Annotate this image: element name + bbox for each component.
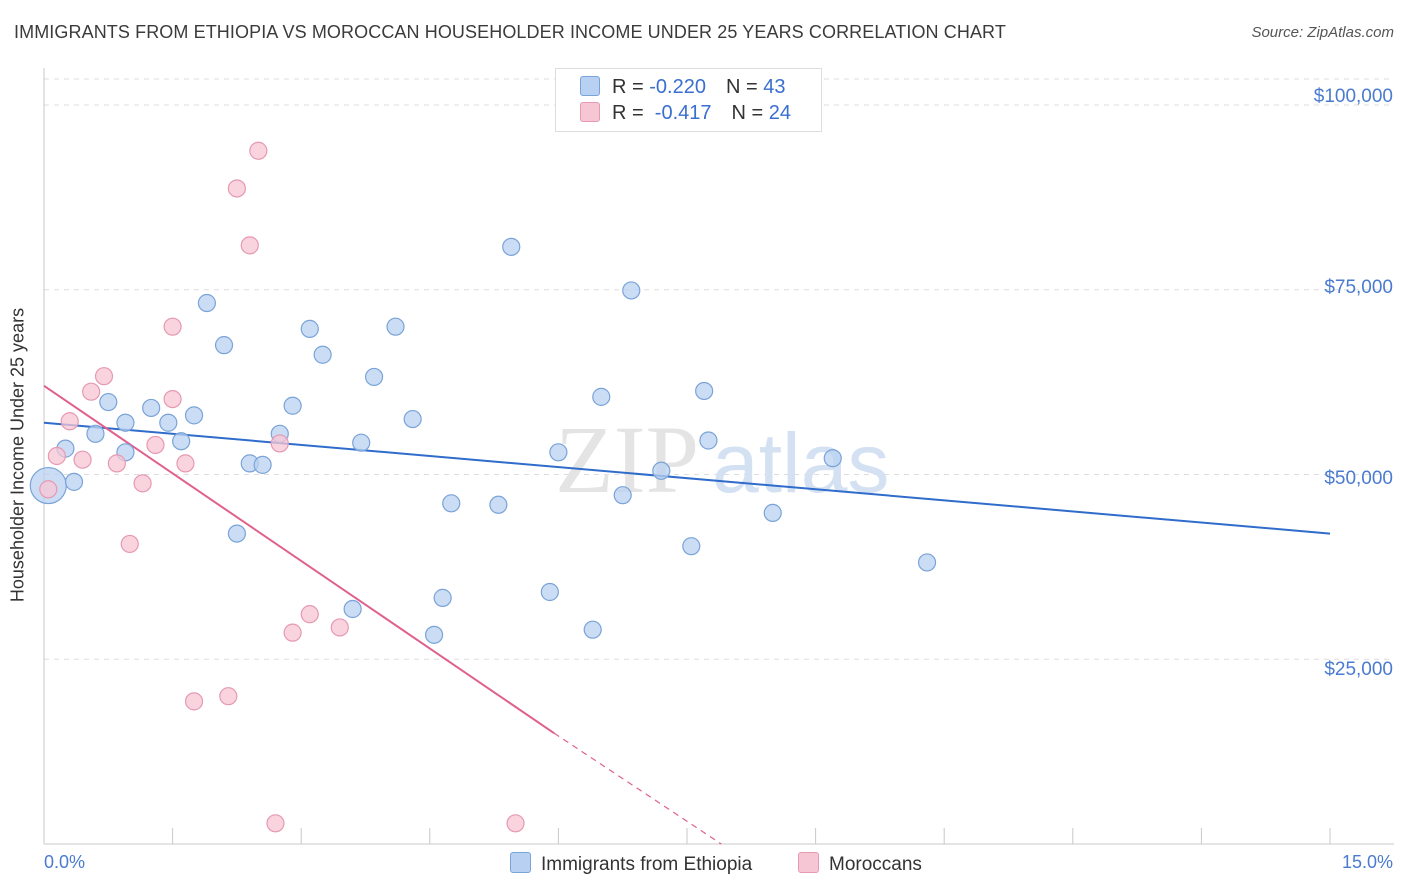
bottom-legend-label-moroccans: Moroccans bbox=[829, 854, 922, 875]
y-axis-label: Householder Income Under 25 years bbox=[7, 307, 28, 603]
bottom-legend-swatch-moroccans bbox=[798, 852, 819, 873]
y-tick-label-75000: $75,000 bbox=[1324, 277, 1393, 298]
axes bbox=[43, 68, 1394, 845]
legend-n-value: 24 bbox=[768, 102, 792, 124]
point-ethiopia bbox=[823, 449, 842, 468]
bottom-legend-moroccans: Moroccans bbox=[798, 852, 922, 876]
bottom-legend-label-ethiopia: Immigrants from Ethiopia bbox=[541, 854, 753, 875]
legend-r-label: R = bbox=[612, 76, 650, 98]
point-ethiopia bbox=[343, 599, 362, 619]
point-ethiopia bbox=[386, 317, 405, 336]
point-ethiopia bbox=[403, 409, 422, 429]
correlation-legend: R = -0.220 N = 43 R = -0.417 N = 24 bbox=[555, 68, 822, 132]
chart-title: IMMIGRANTS FROM ETHIOPIA VS MOROCCAN HOU… bbox=[14, 22, 1006, 42]
point-ethiopia bbox=[549, 443, 568, 462]
point-ethiopia bbox=[424, 625, 444, 644]
bottom-legend-ethiopia: Immigrants from Ethiopia bbox=[510, 852, 752, 876]
point-moroccans bbox=[266, 814, 285, 833]
legend-swatch-ethiopia bbox=[580, 76, 600, 96]
point-moroccans bbox=[82, 382, 101, 401]
point-moroccans bbox=[39, 480, 58, 499]
point-ethiopia bbox=[352, 433, 371, 452]
point-ethiopia bbox=[364, 367, 384, 387]
point-moroccans bbox=[270, 434, 289, 453]
trend-line-moroccans bbox=[43, 384, 555, 734]
point-ethiopia bbox=[99, 392, 118, 412]
point-moroccans bbox=[219, 687, 238, 706]
legend-n-label: N = bbox=[725, 76, 764, 98]
point-ethiopia bbox=[214, 336, 234, 355]
x-tick-label-min: 0.0% bbox=[44, 852, 86, 872]
point-ethiopia bbox=[502, 237, 521, 256]
watermark-atlas: atlas bbox=[712, 416, 889, 510]
trend-lines bbox=[43, 384, 1331, 845]
legend-row-ethiopia: R = -0.220 N = 43 bbox=[580, 76, 785, 100]
point-ethiopia bbox=[442, 494, 461, 513]
point-moroccans bbox=[300, 605, 319, 624]
data-points bbox=[29, 141, 937, 833]
grid-lines bbox=[44, 78, 1394, 660]
legend-r-value: -0.417 bbox=[649, 102, 712, 124]
point-moroccans bbox=[163, 389, 182, 409]
point-moroccans bbox=[506, 814, 525, 833]
bottom-legend-swatch-ethiopia bbox=[510, 852, 531, 873]
point-ethiopia bbox=[142, 398, 161, 418]
point-ethiopia bbox=[695, 381, 714, 401]
point-moroccans bbox=[240, 236, 259, 255]
point-moroccans bbox=[163, 317, 182, 336]
point-ethiopia bbox=[917, 553, 937, 572]
legend-swatch-moroccans bbox=[580, 102, 600, 122]
point-moroccans bbox=[47, 446, 66, 466]
point-moroccans bbox=[146, 435, 165, 455]
source-label: Source: ZipAtlas.com bbox=[1251, 24, 1394, 41]
point-ethiopia bbox=[489, 495, 508, 514]
point-moroccans bbox=[283, 623, 302, 642]
point-moroccans bbox=[120, 534, 139, 554]
point-ethiopia bbox=[682, 537, 701, 556]
point-moroccans bbox=[176, 454, 195, 473]
y-tick-label-100000: $100,000 bbox=[1313, 86, 1393, 107]
point-ethiopia bbox=[652, 461, 671, 480]
point-moroccans bbox=[133, 474, 152, 493]
point-moroccans bbox=[60, 412, 79, 431]
point-ethiopia bbox=[613, 486, 632, 505]
legend-row-moroccans: R = -0.417 N = 24 bbox=[580, 102, 791, 126]
point-ethiopia bbox=[159, 413, 178, 432]
point-moroccans bbox=[107, 454, 126, 473]
point-ethiopia bbox=[622, 281, 641, 300]
point-moroccans bbox=[227, 179, 246, 198]
point-ethiopia bbox=[300, 319, 319, 338]
point-ethiopia bbox=[227, 524, 246, 543]
y-tick-label-25000: $25,000 bbox=[1324, 659, 1393, 680]
point-ethiopia bbox=[699, 431, 718, 450]
point-ethiopia bbox=[283, 396, 302, 415]
point-ethiopia bbox=[433, 588, 452, 607]
point-ethiopia bbox=[253, 455, 272, 474]
trend-line-moroccans-extension bbox=[553, 732, 722, 845]
legend-n-label: N = bbox=[731, 102, 769, 124]
point-ethiopia bbox=[86, 424, 105, 443]
point-ethiopia bbox=[172, 432, 191, 451]
point-ethiopia bbox=[583, 620, 602, 639]
point-moroccans bbox=[249, 141, 268, 160]
point-ethiopia bbox=[592, 387, 611, 406]
point-ethiopia bbox=[540, 582, 559, 602]
legend-r-value: -0.220 bbox=[649, 76, 706, 98]
point-moroccans bbox=[184, 692, 204, 711]
point-ethiopia bbox=[116, 413, 135, 432]
x-tick-label-max: 15.0% bbox=[1341, 852, 1393, 872]
point-ethiopia bbox=[184, 406, 204, 425]
point-ethiopia bbox=[197, 293, 216, 313]
point-ethiopia bbox=[64, 472, 84, 491]
point-moroccans bbox=[73, 450, 92, 469]
y-tick-label-50000: $50,000 bbox=[1324, 468, 1393, 489]
legend-r-label: R = bbox=[612, 102, 650, 124]
point-moroccans bbox=[94, 367, 114, 386]
trend-line-ethiopia bbox=[43, 421, 1331, 535]
point-moroccans bbox=[330, 618, 349, 637]
legend-n-value: 43 bbox=[763, 76, 786, 98]
point-ethiopia bbox=[763, 503, 782, 523]
point-ethiopia bbox=[313, 345, 332, 364]
